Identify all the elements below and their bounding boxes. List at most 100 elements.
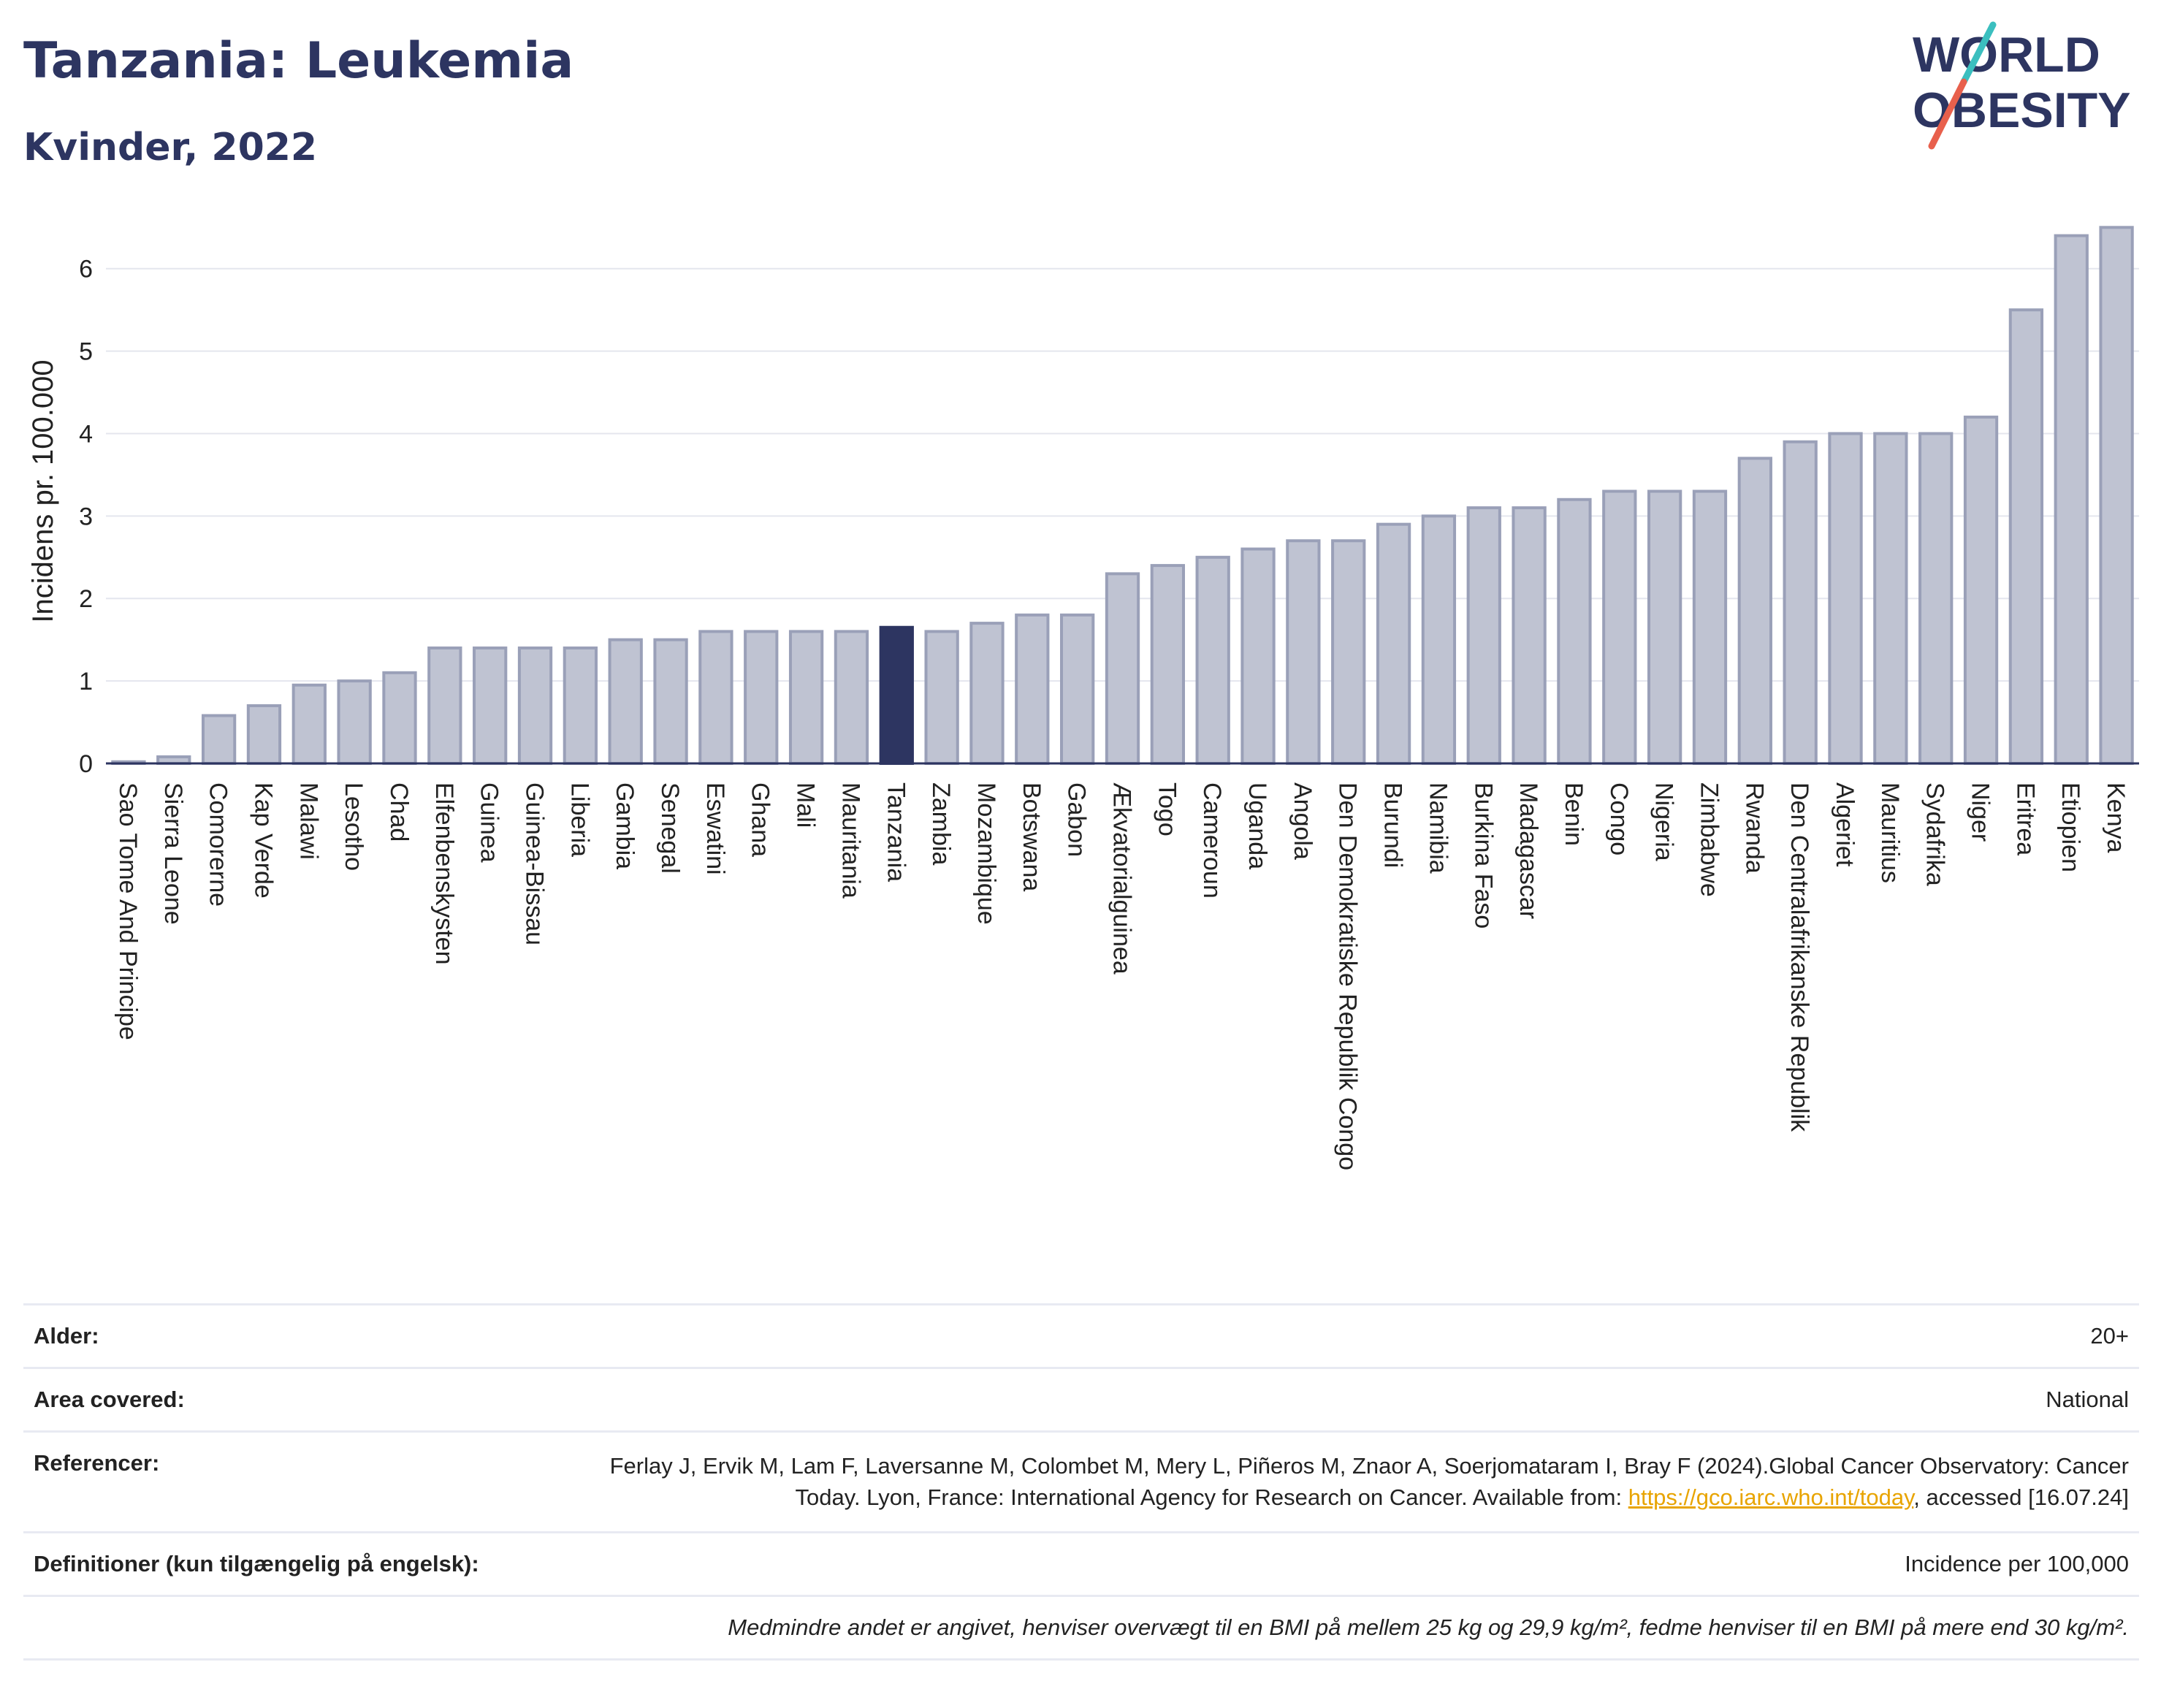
footer-row-age: Alder: 20+: [23, 1303, 2139, 1367]
x-tick-label: Burkina Faso: [1469, 782, 1497, 929]
footer-row-area: Area covered: National: [23, 1367, 2139, 1430]
logo-slash-top: [1960, 21, 1997, 85]
y-tick-label: 4: [79, 420, 93, 448]
x-tick-label: Eritrea: [2011, 782, 2039, 855]
x-tick-label: Sydafrika: [1921, 782, 1949, 886]
bar: [969, 622, 1005, 766]
x-tick-label: Mauritania: [836, 782, 864, 899]
footer-row-definitions: Definitioner (kun tilgængelig på engelsk…: [23, 1530, 2139, 1595]
bar: [744, 630, 779, 765]
bar: [1737, 457, 1772, 766]
bar: [2099, 226, 2134, 765]
definitions-value: Incidence per 100,000: [1905, 1550, 2129, 1577]
x-tick-label: Den Demokratiske Republik Congo: [1334, 782, 1362, 1170]
x-tick-label: Cameroun: [1198, 782, 1226, 899]
bar: [246, 704, 282, 766]
x-tick-label: Zimbabwe: [1695, 782, 1723, 897]
footer-table: Alder: 20+ Area covered: National Refere…: [23, 1303, 2139, 1661]
bar: [2008, 308, 2044, 765]
y-tick-label: 2: [79, 585, 93, 613]
page-title: Tanzania: Leukemia: [23, 32, 574, 90]
x-tick-label: Niger: [1967, 782, 1994, 842]
references-text-part1: Ferlay J, Ervik M, Lam F, Laversanne M, …: [609, 1453, 2129, 1511]
x-tick-label: Den Centralafrikanske Republik: [1785, 782, 1813, 1132]
x-tick-label: Elfenbenskysten: [430, 782, 458, 965]
x-tick-label: Liberia: [565, 782, 593, 857]
y-axis-label: Incidens pr. 100.000: [27, 359, 59, 622]
bar: [1963, 415, 1999, 766]
x-tick-label: Benin: [1560, 782, 1588, 846]
x-tick-label: Zambia: [927, 782, 955, 865]
bar: [1286, 539, 1321, 766]
area-label: Area covered:: [34, 1387, 185, 1412]
bar: [517, 646, 553, 766]
bar: [1512, 506, 1547, 765]
bar: [473, 646, 508, 766]
references-text: Ferlay J, Ervik M, Lam F, Laversanne M, …: [609, 1450, 2129, 1514]
footnote: Medmindre andet er angivet, henviser ove…: [728, 1614, 2129, 1640]
definitions-label: Definitioner (kun tilgængelig på engelsk…: [34, 1550, 479, 1577]
bar: [2054, 234, 2089, 765]
x-tick-label: Nigeria: [1650, 782, 1678, 861]
bar: [1376, 522, 1411, 765]
y-tick-label: 5: [79, 338, 93, 366]
references-link[interactable]: https://gco.iarc.who.int/today: [1628, 1484, 1914, 1511]
x-tick-label: Sao Tome And Principe: [114, 782, 142, 1040]
x-tick-label: Guinea-Bissau: [521, 782, 549, 945]
bar: [337, 679, 372, 765]
bar: [1240, 547, 1276, 765]
bar: [608, 638, 643, 765]
bar: [1692, 489, 1728, 765]
x-tick-label: Madagascar: [1514, 782, 1542, 919]
x-tick-label: Ghana: [747, 782, 774, 857]
bar: [563, 646, 598, 766]
bar: [698, 630, 733, 765]
x-tick-label: Malawi: [294, 782, 322, 860]
y-tick-label: 0: [79, 750, 93, 778]
page-subtitle: Kvinder, 2022: [23, 126, 318, 169]
x-tick-label: Uganda: [1243, 782, 1271, 869]
x-tick-label: Etiopien: [2057, 782, 2084, 872]
x-tick-label: Congo: [1605, 782, 1633, 855]
age-label: Alder:: [34, 1323, 99, 1349]
logo-slash-bottom: [1928, 78, 1967, 150]
bar-chart: 0 1 2 3 4 5 6 Incidens pr. 100.000 Sao Tome And …: [27, 226, 2139, 1170]
x-tick-label: Gabon: [1063, 782, 1091, 857]
footer-row-note: Medmindre andet er angivet, henviser ove…: [23, 1594, 2139, 1661]
bar: [1647, 489, 1682, 765]
world-obesity-logo: WORLD OBESITY: [1913, 21, 2131, 150]
bar: [788, 630, 824, 765]
bar: [1105, 572, 1140, 765]
bar: [1828, 432, 1863, 765]
x-tick-label: Burundi: [1379, 782, 1407, 868]
bar: [1873, 432, 1908, 765]
x-tick-label: Namibia: [1424, 782, 1452, 874]
bar: [1421, 514, 1457, 765]
x-tick-label: Mozambique: [972, 782, 1000, 925]
x-tick-label: Togo: [1153, 782, 1181, 836]
x-tick-label: Sierra Leone: [159, 782, 187, 925]
x-tick-label: Lesotho: [340, 782, 367, 871]
references-text-part2: , accessed [16.07.24]: [1913, 1484, 2129, 1511]
x-tick-label: Gambia: [611, 782, 639, 869]
bar: [1015, 613, 1050, 765]
bar: [1783, 440, 1818, 765]
bar: [1466, 506, 1501, 765]
references-label: Referencer:: [34, 1450, 160, 1476]
x-tick-label: Comorerne: [205, 782, 232, 907]
bar: [879, 625, 914, 765]
y-tick-label: 3: [79, 503, 93, 530]
x-tick-label: Rwanda: [1740, 782, 1768, 874]
x-tick-label: Tanzania: [882, 782, 910, 882]
x-tick-label: Angola: [1289, 782, 1316, 860]
bar: [1918, 432, 1954, 765]
x-tick-label: Botswana: [1018, 782, 1045, 891]
x-tick-label: Algeriet: [1831, 782, 1859, 867]
y-tick-label: 1: [79, 668, 93, 695]
bar: [924, 630, 959, 765]
bar: [653, 638, 688, 765]
age-value: 20+: [2090, 1323, 2129, 1349]
bar: [1557, 497, 1592, 766]
bar: [427, 646, 462, 766]
x-tick-label: Chad: [385, 782, 413, 842]
